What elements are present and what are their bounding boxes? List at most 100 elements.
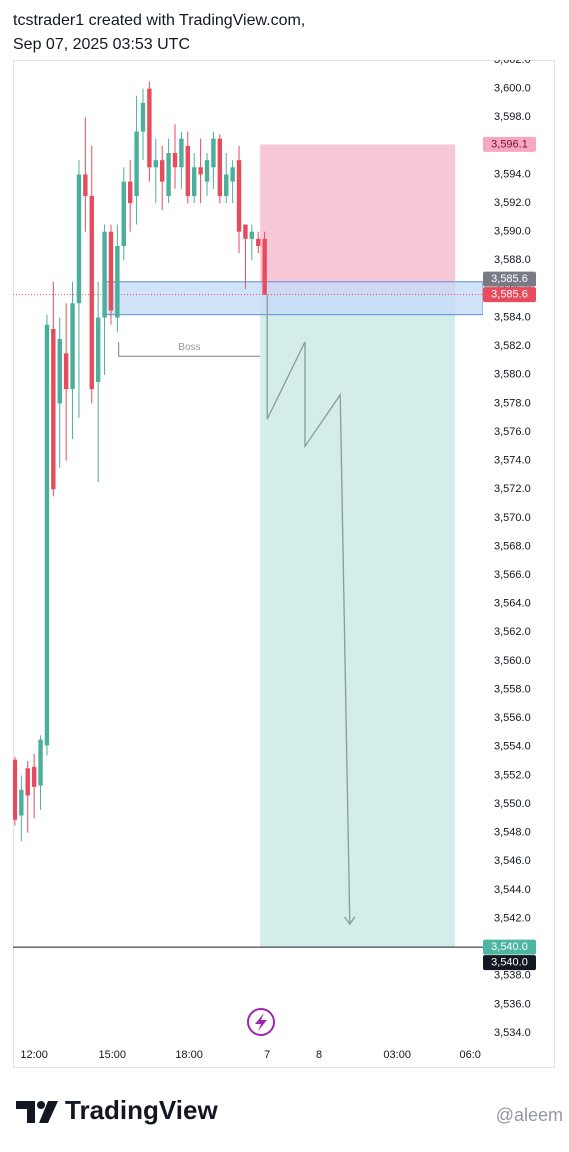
candle-body	[70, 303, 75, 390]
y-tick-label: 3,570.0	[494, 512, 531, 524]
y-tick-label: 3,548.0	[494, 827, 531, 839]
candle-body	[121, 181, 126, 247]
candle-body	[57, 339, 62, 404]
y-tick-label: 3,564.0	[494, 598, 531, 610]
x-tick-label: 06:0	[459, 1049, 480, 1061]
candle-body	[192, 167, 197, 196]
plot-area: Boss	[13, 81, 483, 948]
y-tick-label: 3,602.0	[494, 54, 531, 66]
candle-body	[249, 231, 255, 239]
price-axis: 3,534.03,536.03,538.03,540.03,542.03,544…	[494, 54, 531, 1039]
price-label-box	[483, 136, 536, 152]
candle-body	[19, 789, 24, 816]
candle-body	[95, 317, 101, 382]
price-label: 3,585.6	[491, 273, 528, 285]
candle-body	[262, 238, 267, 295]
candle-body	[140, 102, 146, 132]
price-label: 3,585.6	[491, 289, 528, 301]
candle-body	[172, 153, 178, 168]
candle-body	[256, 238, 261, 247]
stop-zone	[260, 144, 456, 295]
time-axis: 12:00 15:00 18:00 7 8 03:00 06:0	[20, 1049, 481, 1061]
candle-body	[211, 138, 216, 168]
candle-body	[159, 160, 165, 182]
candle-body	[76, 174, 82, 304]
y-tick-label: 3,584.0	[494, 311, 531, 323]
candle-body	[230, 167, 235, 182]
candle-body	[83, 174, 88, 196]
lightning-icon[interactable]	[247, 1008, 275, 1036]
candle-body	[204, 160, 210, 182]
projection-path	[266, 294, 351, 925]
brand: TradingView	[65, 1095, 218, 1125]
boss-line	[118, 342, 261, 357]
y-tick-label: 3,562.0	[494, 626, 531, 638]
x-tick-label: 7	[264, 1049, 270, 1061]
candle-body	[134, 131, 139, 196]
candle-body	[115, 246, 120, 318]
candle-body	[13, 759, 18, 820]
y-tick-label: 3,574.0	[494, 455, 531, 467]
candle-body	[108, 231, 114, 311]
candle-body	[224, 174, 229, 196]
y-tick-label: 3,572.0	[494, 483, 531, 495]
y-tick-label: 3,560.0	[494, 655, 531, 667]
candle-body	[166, 153, 171, 196]
tradingview-logo	[16, 1101, 58, 1123]
y-tick-label: 3,546.0	[494, 855, 531, 867]
candle-body	[25, 768, 30, 796]
candle-body	[217, 138, 223, 196]
y-tick-label: 3,556.0	[494, 712, 531, 724]
x-tick-label: 03:00	[383, 1049, 411, 1061]
price-label-box	[483, 271, 536, 287]
watermark: @aleem	[496, 1105, 563, 1125]
y-tick-label: 3,582.0	[494, 340, 531, 352]
y-tick-label: 3,566.0	[494, 569, 531, 581]
candle-body	[89, 195, 94, 390]
y-tick-label: 3,598.0	[494, 111, 531, 123]
candle-body	[147, 88, 152, 168]
y-tick-label: 3,594.0	[494, 168, 531, 180]
candle-body	[243, 224, 248, 239]
candle-body	[31, 766, 37, 787]
candle-body	[44, 324, 50, 746]
candle-body	[198, 167, 203, 175]
candle-body	[127, 181, 133, 204]
x-tick-label: 18:00	[175, 1049, 203, 1061]
y-tick-label: 3,558.0	[494, 683, 531, 695]
candle-body	[179, 138, 184, 168]
header-line1: tcstrader1 created with TradingView.com,	[13, 12, 305, 29]
price-label-box	[483, 939, 536, 955]
target-zone	[260, 294, 456, 948]
price-label: 3,540.0	[491, 957, 528, 969]
y-tick-label: 3,580.0	[494, 369, 531, 381]
y-tick-label: 3,550.0	[494, 798, 531, 810]
boss-label: Boss	[178, 342, 200, 353]
y-tick-label: 3,534.0	[494, 1027, 531, 1039]
y-tick-label: 3,544.0	[494, 884, 531, 896]
price-label: 3,540.0	[491, 941, 528, 953]
y-tick-label: 3,542.0	[494, 912, 531, 924]
price-label-box	[483, 287, 536, 303]
candle-body	[153, 160, 158, 168]
x-tick-label: 12:00	[20, 1049, 48, 1061]
y-tick-label: 3,538.0	[494, 970, 531, 982]
y-tick-label: 3,576.0	[494, 426, 531, 438]
y-tick-label: 3,590.0	[494, 226, 531, 238]
candle-body	[51, 329, 56, 490]
y-tick-label: 3,552.0	[494, 769, 531, 781]
x-tick-label: 15:00	[98, 1049, 126, 1061]
price-label: 3,596.1	[491, 138, 528, 150]
projection-arrowhead	[344, 916, 356, 926]
candle-body	[236, 160, 242, 232]
y-tick-label: 3,554.0	[494, 741, 531, 753]
y-tick-label: 3,588.0	[494, 254, 531, 266]
y-tick-label: 3,568.0	[494, 540, 531, 552]
x-tick-label: 8	[316, 1049, 322, 1061]
header-line2: Sep 07, 2025 03:53 UTC	[13, 36, 190, 53]
y-tick-label: 3,578.0	[494, 397, 531, 409]
y-tick-label: 3,592.0	[494, 197, 531, 209]
price-label-box	[483, 955, 536, 971]
candle-body	[63, 353, 69, 390]
